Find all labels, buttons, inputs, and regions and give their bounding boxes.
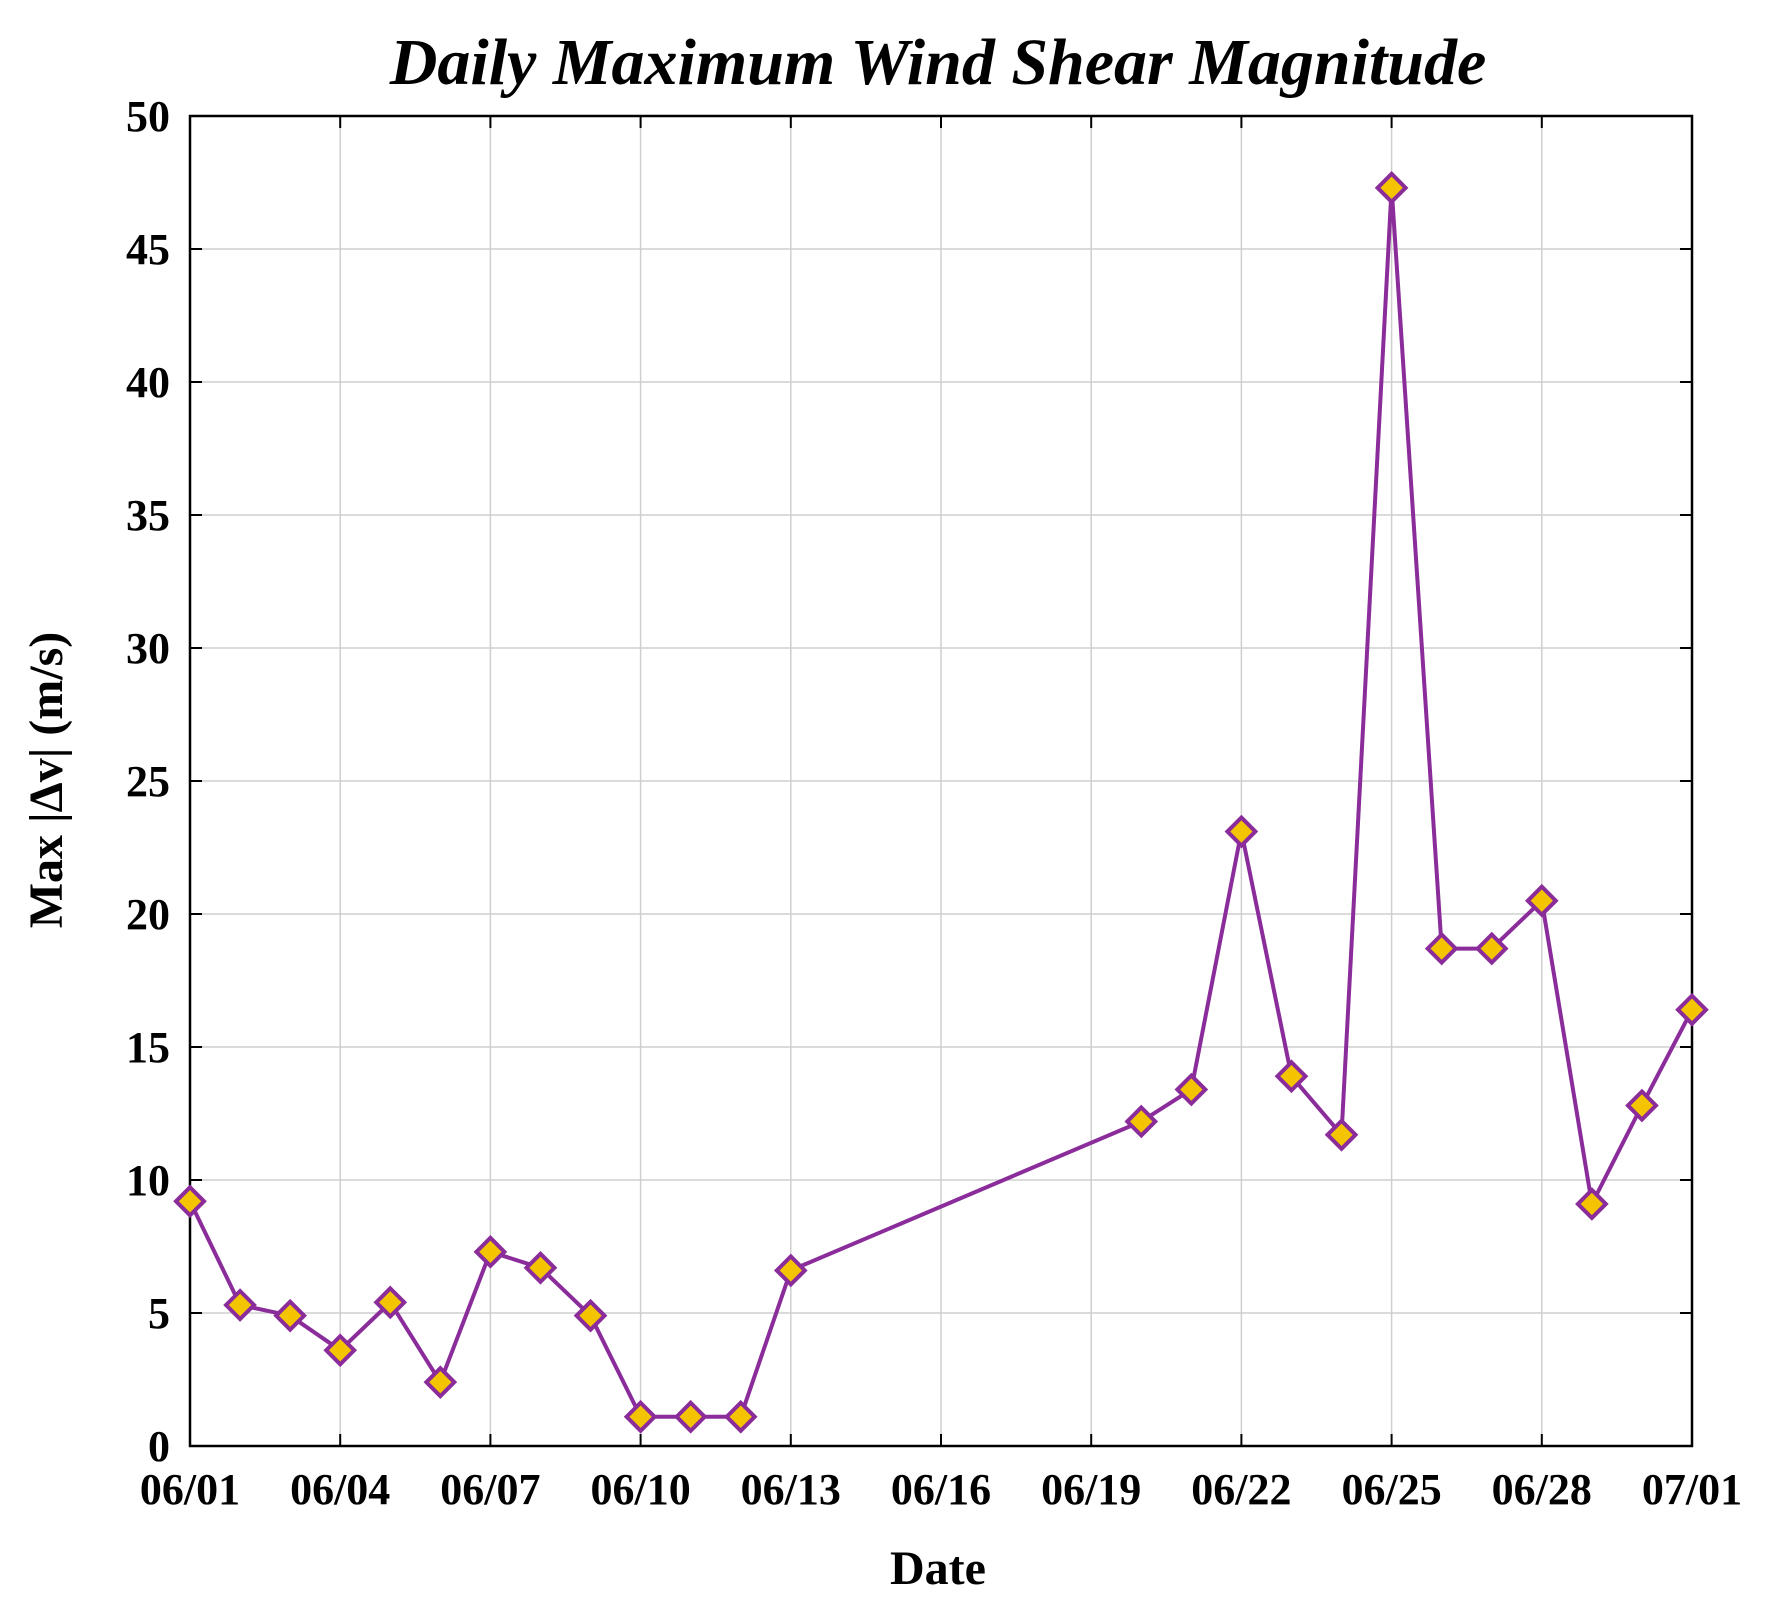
y-tick-label: 25 — [126, 757, 170, 806]
data-point-marker — [473, 1234, 508, 1269]
x-tick-label: 06/07 — [440, 1465, 540, 1514]
y-tick-label: 50 — [126, 92, 170, 141]
data-point-marker — [773, 1253, 808, 1288]
x-tick-label: 06/10 — [590, 1465, 690, 1514]
data-point-marker — [1575, 1187, 1609, 1221]
data-point-marker — [1174, 1072, 1209, 1107]
chart-title: Daily Maximum Wind Shear Magnitude — [389, 26, 1487, 99]
x-tick-label: 06/04 — [290, 1465, 390, 1514]
series-layer — [173, 170, 1709, 1434]
x-tick-label: 06/19 — [1041, 1465, 1141, 1514]
y-tick-label: 40 — [126, 358, 170, 407]
data-point-marker — [223, 1288, 257, 1322]
data-point-marker — [1124, 1104, 1159, 1139]
data-point-marker — [573, 1298, 608, 1333]
data-point-marker — [373, 1285, 408, 1320]
x-tick-label: 06/13 — [741, 1465, 841, 1514]
data-point-marker — [673, 1399, 708, 1434]
y-tick-label: 15 — [126, 1023, 170, 1072]
x-axis-label: Date — [890, 1542, 986, 1595]
data-point-marker — [1324, 1117, 1359, 1152]
data-point-marker — [1374, 170, 1409, 205]
y-tick-label: 10 — [126, 1156, 170, 1205]
data-point-marker — [1675, 992, 1709, 1027]
data-point-marker — [1524, 883, 1559, 918]
data-point-marker — [623, 1399, 658, 1434]
data-point-marker — [1625, 1088, 1659, 1123]
data-point-marker — [1424, 931, 1459, 966]
data-point-marker — [273, 1298, 307, 1333]
data-point-marker — [723, 1399, 758, 1434]
data-point-marker — [1474, 931, 1509, 966]
y-tick-label: 0 — [148, 1422, 170, 1471]
data-point-marker — [523, 1250, 558, 1285]
y-tick-label: 35 — [126, 491, 170, 540]
data-point-marker — [1274, 1059, 1309, 1094]
x-tick-label: 06/28 — [1492, 1465, 1592, 1514]
x-tick-label: 07/01 — [1642, 1465, 1742, 1514]
data-point-marker — [1224, 814, 1259, 849]
data-point-marker — [423, 1365, 458, 1399]
grid — [189, 115, 1693, 1447]
x-tick-label: 06/25 — [1341, 1465, 1441, 1514]
y-tick-label: 45 — [126, 225, 170, 274]
y-axis-label: Max |Δv| (m/s) — [20, 632, 73, 929]
y-tick-label: 5 — [148, 1289, 170, 1338]
x-tick-label: 06/22 — [1191, 1465, 1291, 1514]
y-axis: 0 5 10 15 20 25 30 35 40 45 50 — [126, 92, 1692, 1471]
data-point-marker — [173, 1184, 207, 1219]
y-tick-label: 30 — [126, 624, 170, 673]
y-tick-label: 20 — [126, 890, 170, 939]
x-tick-label: 06/01 — [140, 1465, 240, 1514]
x-axis: 06/01 06/04 06/07 06/10 06/13 06/16 06/19 06/22… — [140, 116, 1742, 1514]
x-tick-label: 06/16 — [891, 1465, 991, 1514]
data-point-marker — [323, 1333, 358, 1368]
